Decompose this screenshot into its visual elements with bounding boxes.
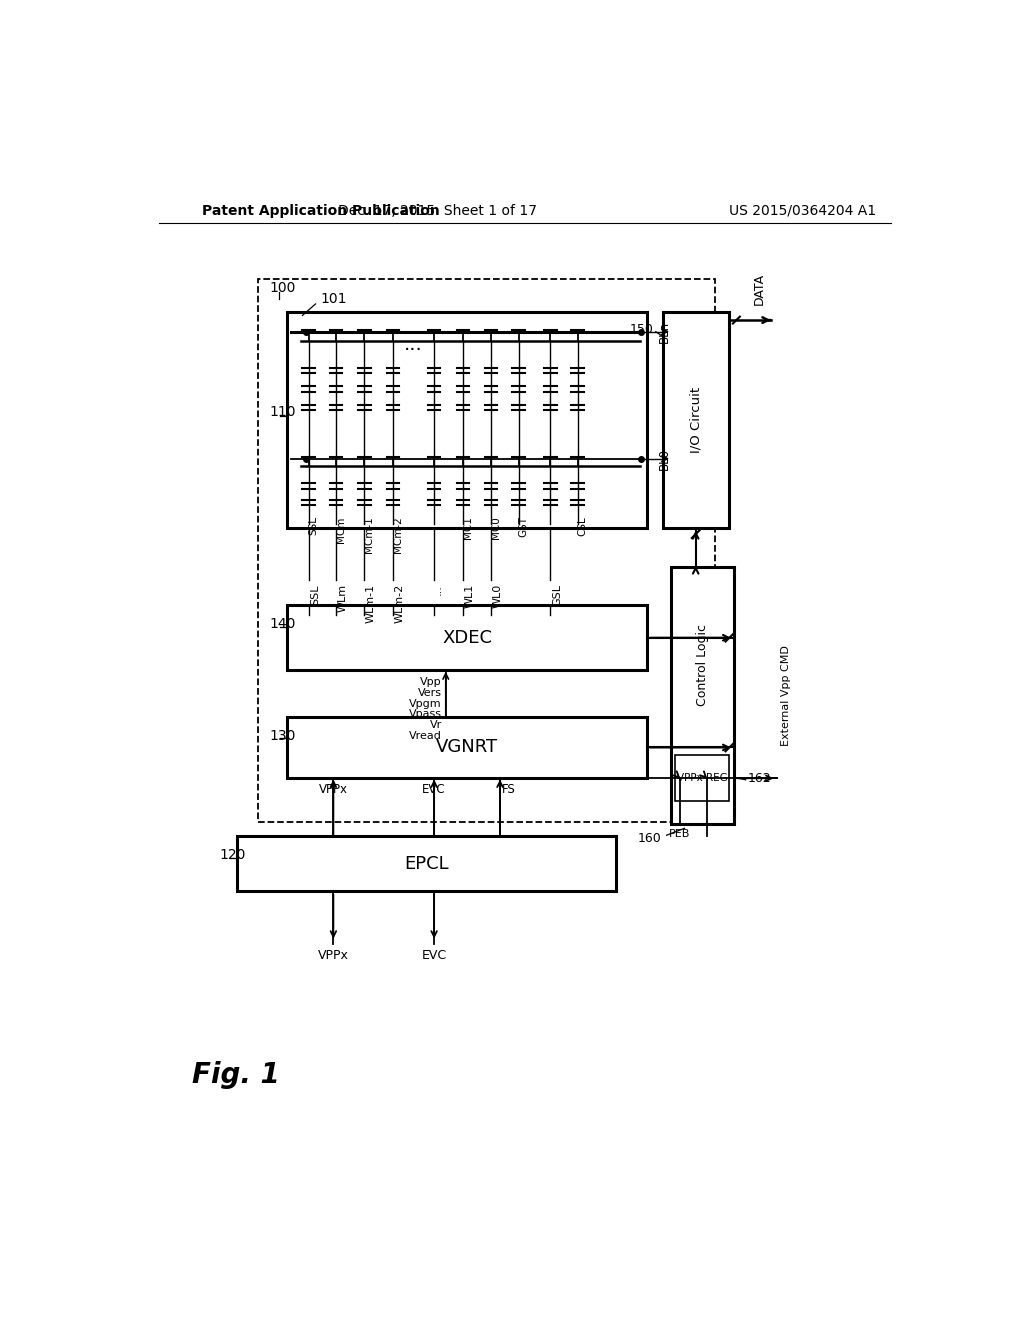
Text: 162: 162	[748, 772, 772, 785]
Text: MC1: MC1	[463, 516, 473, 540]
Text: GSL: GSL	[552, 585, 562, 606]
Text: I/O Circuit: I/O Circuit	[689, 387, 702, 453]
Text: MC0: MC0	[490, 516, 501, 539]
Text: WLm: WLm	[337, 585, 347, 612]
Text: BLn: BLn	[657, 321, 671, 343]
Text: XDEC: XDEC	[442, 628, 493, 647]
Text: ···: ···	[656, 388, 672, 403]
Text: Vr: Vr	[430, 721, 442, 730]
Text: MCm: MCm	[336, 516, 346, 543]
Text: Dec. 17, 2015  Sheet 1 of 17: Dec. 17, 2015 Sheet 1 of 17	[339, 203, 538, 218]
Text: VPPx: VPPx	[318, 783, 348, 796]
Text: CSL: CSL	[578, 516, 588, 536]
Text: SSL: SSL	[310, 585, 321, 605]
Bar	[287, 313, 647, 528]
Text: 100: 100	[270, 281, 296, 294]
Text: FS: FS	[503, 783, 516, 796]
Text: MCm-2: MCm-2	[393, 516, 403, 553]
Text: WLm-2: WLm-2	[394, 585, 404, 623]
Text: Vpp: Vpp	[420, 677, 442, 686]
Text: 110: 110	[270, 405, 296, 420]
Text: DATA: DATA	[753, 272, 766, 305]
Text: GST: GST	[518, 516, 528, 537]
Text: EPCL: EPCL	[404, 855, 449, 873]
Text: EVC: EVC	[422, 949, 446, 962]
Text: BL0: BL0	[657, 447, 671, 470]
Text: ···: ···	[404, 342, 423, 360]
Text: 160: 160	[638, 832, 662, 845]
Text: 140: 140	[270, 618, 296, 631]
Text: External Vpp CMD: External Vpp CMD	[780, 645, 791, 746]
Text: EVC: EVC	[422, 783, 445, 796]
Bar	[258, 280, 716, 822]
Text: 130: 130	[270, 729, 296, 743]
Text: SSL: SSL	[308, 516, 318, 536]
Text: VPPx REG: VPPx REG	[677, 774, 728, 783]
Text: VPPx: VPPx	[317, 949, 349, 962]
Text: 101: 101	[321, 292, 347, 306]
Text: 120: 120	[219, 849, 246, 862]
Text: Patent Application Publication: Patent Application Publication	[202, 203, 439, 218]
Text: WLm-1: WLm-1	[366, 585, 376, 623]
Text: WL1: WL1	[464, 585, 474, 609]
Bar	[671, 566, 734, 825]
Bar	[287, 605, 647, 671]
Text: Vers: Vers	[418, 688, 442, 698]
Bar	[237, 836, 616, 891]
Text: US 2015/0364204 A1: US 2015/0364204 A1	[729, 203, 876, 218]
Text: 150: 150	[630, 323, 653, 335]
Text: Vpgm: Vpgm	[410, 698, 442, 709]
Bar	[663, 313, 729, 528]
Text: PEB: PEB	[669, 829, 690, 840]
Text: ···: ···	[435, 585, 445, 595]
Text: Vread: Vread	[409, 731, 442, 741]
Text: Fig. 1: Fig. 1	[191, 1061, 280, 1089]
Text: WL0: WL0	[493, 585, 502, 609]
Bar	[287, 717, 647, 779]
Text: Vpass: Vpass	[409, 709, 442, 719]
Bar	[675, 755, 729, 801]
Text: MCm-1: MCm-1	[365, 516, 375, 553]
Text: Control Logic: Control Logic	[695, 623, 709, 706]
Text: VGNRT: VGNRT	[436, 738, 498, 756]
